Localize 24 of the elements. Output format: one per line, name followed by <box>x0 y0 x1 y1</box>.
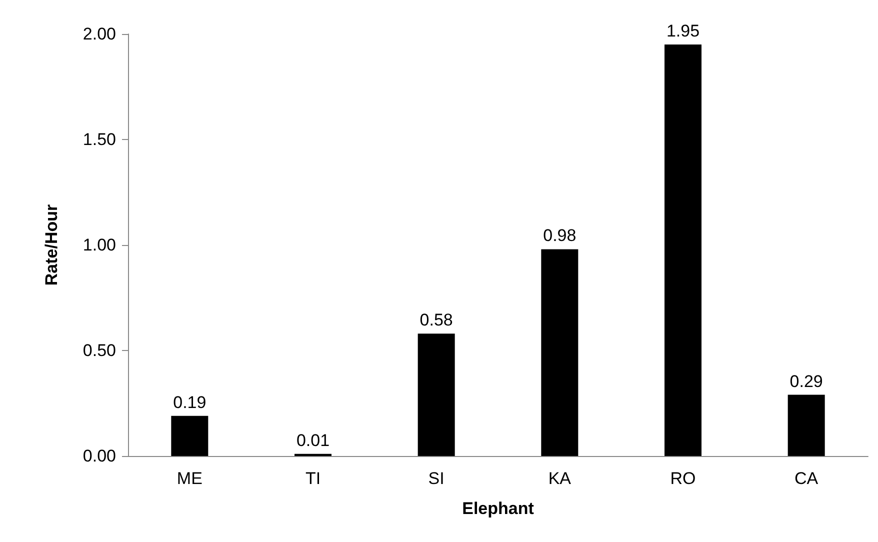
y-tick-label: 2.00 <box>82 24 116 44</box>
y-axis-title: Rate/Hour <box>42 204 61 286</box>
bar <box>418 334 455 456</box>
data-label: 1.95 <box>666 22 700 41</box>
bar <box>171 416 208 456</box>
x-tick-label: RO <box>670 469 696 488</box>
x-tick-label: CA <box>794 469 819 488</box>
bar <box>664 44 702 456</box>
x-axis-title: Elephant <box>462 499 534 518</box>
data-label: 0.98 <box>543 226 576 246</box>
y-tick-label: 0.00 <box>82 446 116 466</box>
bar <box>788 394 825 456</box>
x-tick-label: SI <box>428 469 444 488</box>
y-tick-label: 1.50 <box>82 130 116 149</box>
data-label: 0.01 <box>296 430 330 450</box>
data-label: 0.19 <box>173 392 206 412</box>
x-tick-label: ME <box>176 469 202 488</box>
bar <box>541 249 578 456</box>
y-tick-label: 0.50 <box>82 341 116 360</box>
x-tick-label: TI <box>305 469 321 488</box>
y-tick-label: 1.00 <box>82 236 116 254</box>
data-label: 0.29 <box>790 372 823 391</box>
x-tick-label: KA <box>548 469 572 488</box>
data-label: 0.58 <box>420 310 453 330</box>
